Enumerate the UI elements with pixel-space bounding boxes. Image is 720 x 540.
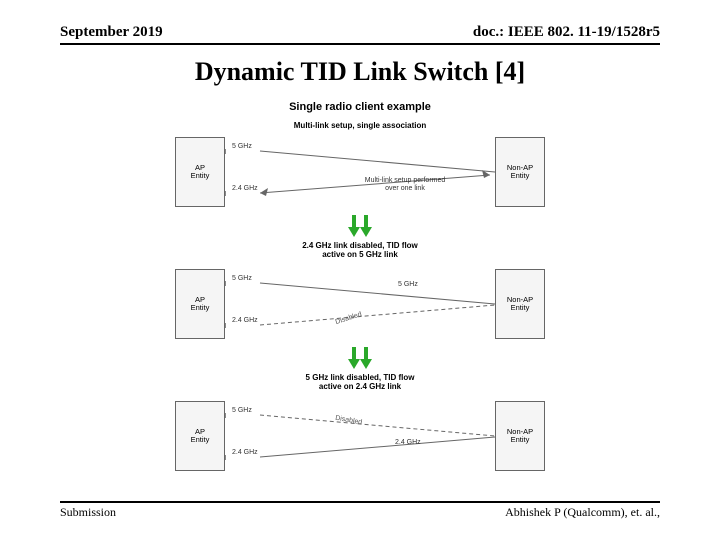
panel1-annot: Multi-link setup performed over one link [360, 177, 450, 192]
panel1-label: Multi-link setup, single association [140, 121, 580, 130]
diagram-title: Single radio client example [140, 101, 580, 113]
panel3-annot: 2.4 GHz [395, 439, 421, 447]
header-date: September 2019 [60, 24, 163, 41]
panel2-ap-box: AP Entity [175, 269, 225, 339]
page-title: Dynamic TID Link Switch [4] [60, 57, 660, 87]
panel1-links [225, 137, 495, 207]
panel3-ap-box: AP Entity [175, 401, 225, 471]
panel2-ap-text: AP Entity [191, 296, 210, 313]
panel2-label: 2.4 GHz link disabled, TID flow active o… [140, 241, 580, 259]
header-doc: doc.: IEEE 802. 11-19/1528r5 [473, 24, 660, 41]
panel2-links [225, 269, 495, 339]
panel3-ap-text: AP Entity [191, 428, 210, 445]
panel3-nonap-text: Non-AP Entity [507, 428, 533, 445]
panel2-nonap-text: Non-AP Entity [507, 296, 533, 313]
panel3-nonap-box: Non-AP Entity [495, 401, 545, 471]
footer-left: Submission [60, 505, 116, 520]
footer-right: Abhishek P (Qualcomm), et. al., [505, 505, 660, 520]
arrow1 [340, 213, 380, 239]
arrow2 [340, 345, 380, 371]
panel1-nonap-text: Non-AP Entity [507, 164, 533, 181]
panel2-annot: 5 GHz [398, 281, 418, 289]
panel3-links [225, 401, 495, 471]
panel1-nonap-box: Non-AP Entity [495, 137, 545, 207]
panel3-label: 5 GHz link disabled, TID flow active on … [140, 373, 580, 391]
panel1-ap-box: AP Entity [175, 137, 225, 207]
diagram-container: Single radio client example Multi-link s… [140, 101, 580, 501]
panel2-nonap-box: Non-AP Entity [495, 269, 545, 339]
panel1-ap-text: AP Entity [191, 164, 210, 181]
